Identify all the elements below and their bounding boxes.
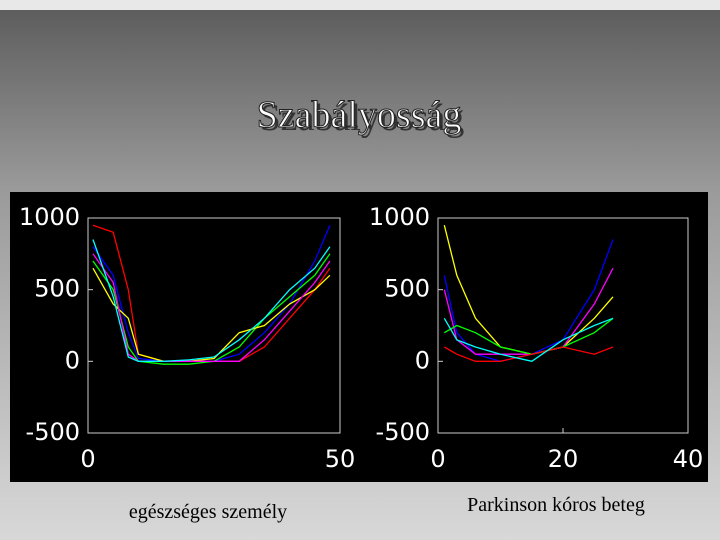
data-line — [443, 267, 614, 355]
x-tick-label: 20 — [548, 445, 579, 473]
x-tick-label: 40 — [673, 445, 704, 473]
data-line — [443, 317, 614, 362]
caption: Parkinson kóros beteg — [467, 494, 645, 516]
x-tick-label: 50 — [325, 445, 356, 473]
plot-frame — [87, 217, 341, 434]
data-line — [443, 317, 614, 355]
y-tick-label: 1000 — [369, 203, 430, 231]
data-line — [92, 239, 331, 362]
y-tick-label: 500 — [384, 275, 430, 303]
slide-title: Szabályosság — [257, 94, 462, 136]
data-line — [92, 253, 331, 365]
y-tick-label: 0 — [65, 346, 80, 374]
y-tick-label: 0 — [415, 346, 430, 374]
y-tick-label: 1000 — [19, 203, 80, 231]
data-line — [92, 267, 331, 362]
y-tick-label: -500 — [376, 418, 430, 446]
caption: egészséges személy — [129, 501, 287, 523]
x-tick-label: 0 — [80, 445, 95, 473]
title-shadow: Szabályosság — [260, 97, 465, 139]
top-band — [0, 0, 720, 10]
y-tick-label: -500 — [26, 418, 80, 446]
x-tick-label: 0 — [430, 445, 445, 473]
y-tick-label: 500 — [34, 275, 80, 303]
data-line — [92, 253, 331, 362]
